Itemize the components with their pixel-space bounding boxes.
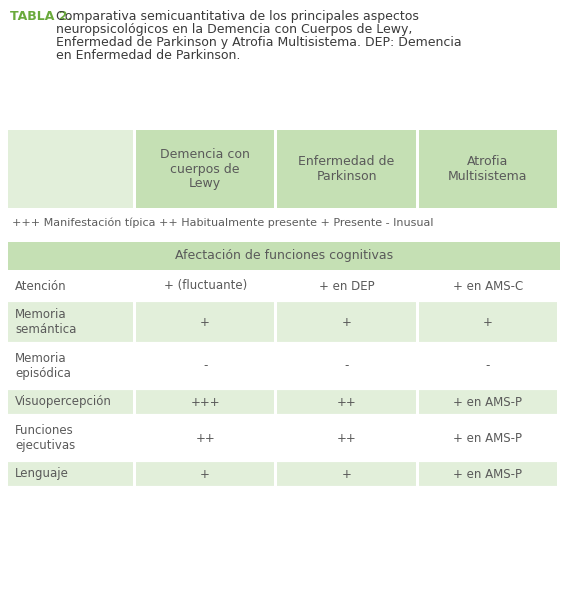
Bar [277, 300, 416, 344]
Bar [136, 272, 274, 300]
Bar [419, 344, 557, 388]
Text: ++: ++ [337, 432, 356, 445]
Text: + (fluctuante): + (fluctuante) [164, 280, 247, 293]
Text: +++ Manifestación típica ++ Habitualmente presente + Presente - Inusual: +++ Manifestación típica ++ Habitualment… [12, 218, 433, 229]
Bar [277, 416, 416, 460]
Bar [419, 388, 557, 416]
Bar [277, 388, 416, 416]
Bar [136, 300, 274, 344]
Bar [136, 460, 274, 488]
Bar [277, 130, 416, 208]
Bar [419, 272, 557, 300]
Text: en Enfermedad de Parkinson.: en Enfermedad de Parkinson. [56, 49, 240, 62]
Text: + en DEP: + en DEP [319, 280, 374, 293]
Bar [419, 416, 557, 460]
Bar [136, 130, 274, 208]
Text: + en AMS-P: + en AMS-P [453, 468, 523, 481]
Bar [8, 416, 133, 460]
Text: ++: ++ [337, 395, 356, 409]
Text: Enfermedad de Parkinson y Atrofia Multisistema. DEP: Demencia: Enfermedad de Parkinson y Atrofia Multis… [56, 36, 462, 49]
Text: +: + [201, 468, 210, 481]
Bar [277, 460, 416, 488]
Bar [277, 344, 416, 388]
Text: +++: +++ [190, 395, 220, 409]
Text: Atención: Atención [15, 280, 66, 293]
Bar [136, 344, 274, 388]
Text: -: - [203, 359, 207, 372]
Text: Atrofia
Multisistema: Atrofia Multisistema [448, 155, 528, 183]
Bar [8, 130, 133, 208]
Text: +: + [341, 316, 352, 329]
Bar [8, 242, 560, 270]
Text: -: - [344, 359, 349, 372]
Text: Funciones
ejecutivas: Funciones ejecutivas [15, 424, 75, 452]
Bar [8, 388, 133, 416]
Text: + en AMS-C: + en AMS-C [453, 280, 523, 293]
Text: neuropsicológicos en la Demencia con Cuerpos de Lewy,: neuropsicológicos en la Demencia con Cue… [56, 23, 412, 36]
Text: + en AMS-P: + en AMS-P [453, 395, 523, 409]
Text: Visuopercepción: Visuopercepción [15, 395, 112, 409]
Text: ++: ++ [195, 432, 215, 445]
Bar [8, 300, 133, 344]
Bar [277, 272, 416, 300]
Text: Comparativa semicuantitativa de los principales aspectos: Comparativa semicuantitativa de los prin… [56, 10, 419, 23]
Text: TABLA 2.: TABLA 2. [10, 10, 72, 23]
Text: +: + [201, 316, 210, 329]
Text: + en AMS-P: + en AMS-P [453, 432, 523, 445]
Bar [136, 388, 274, 416]
Text: Memoria
semántica: Memoria semántica [15, 308, 76, 336]
Bar [136, 416, 274, 460]
Text: Enfermedad de
Parkinson: Enfermedad de Parkinson [298, 155, 395, 183]
Text: +: + [483, 316, 493, 329]
Text: Lenguaje: Lenguaje [15, 468, 69, 481]
Text: +: + [341, 468, 352, 481]
Bar [419, 460, 557, 488]
Bar [8, 344, 133, 388]
Text: Memoria
episódica: Memoria episódica [15, 352, 71, 380]
Text: Afectación de funciones cognitivas: Afectación de funciones cognitivas [175, 250, 393, 263]
Bar [419, 130, 557, 208]
Bar [8, 272, 133, 300]
Text: -: - [486, 359, 490, 372]
Bar [419, 300, 557, 344]
Text: Demencia con
cuerpos de
Lewy: Demencia con cuerpos de Lewy [160, 147, 250, 190]
Bar [8, 460, 133, 488]
